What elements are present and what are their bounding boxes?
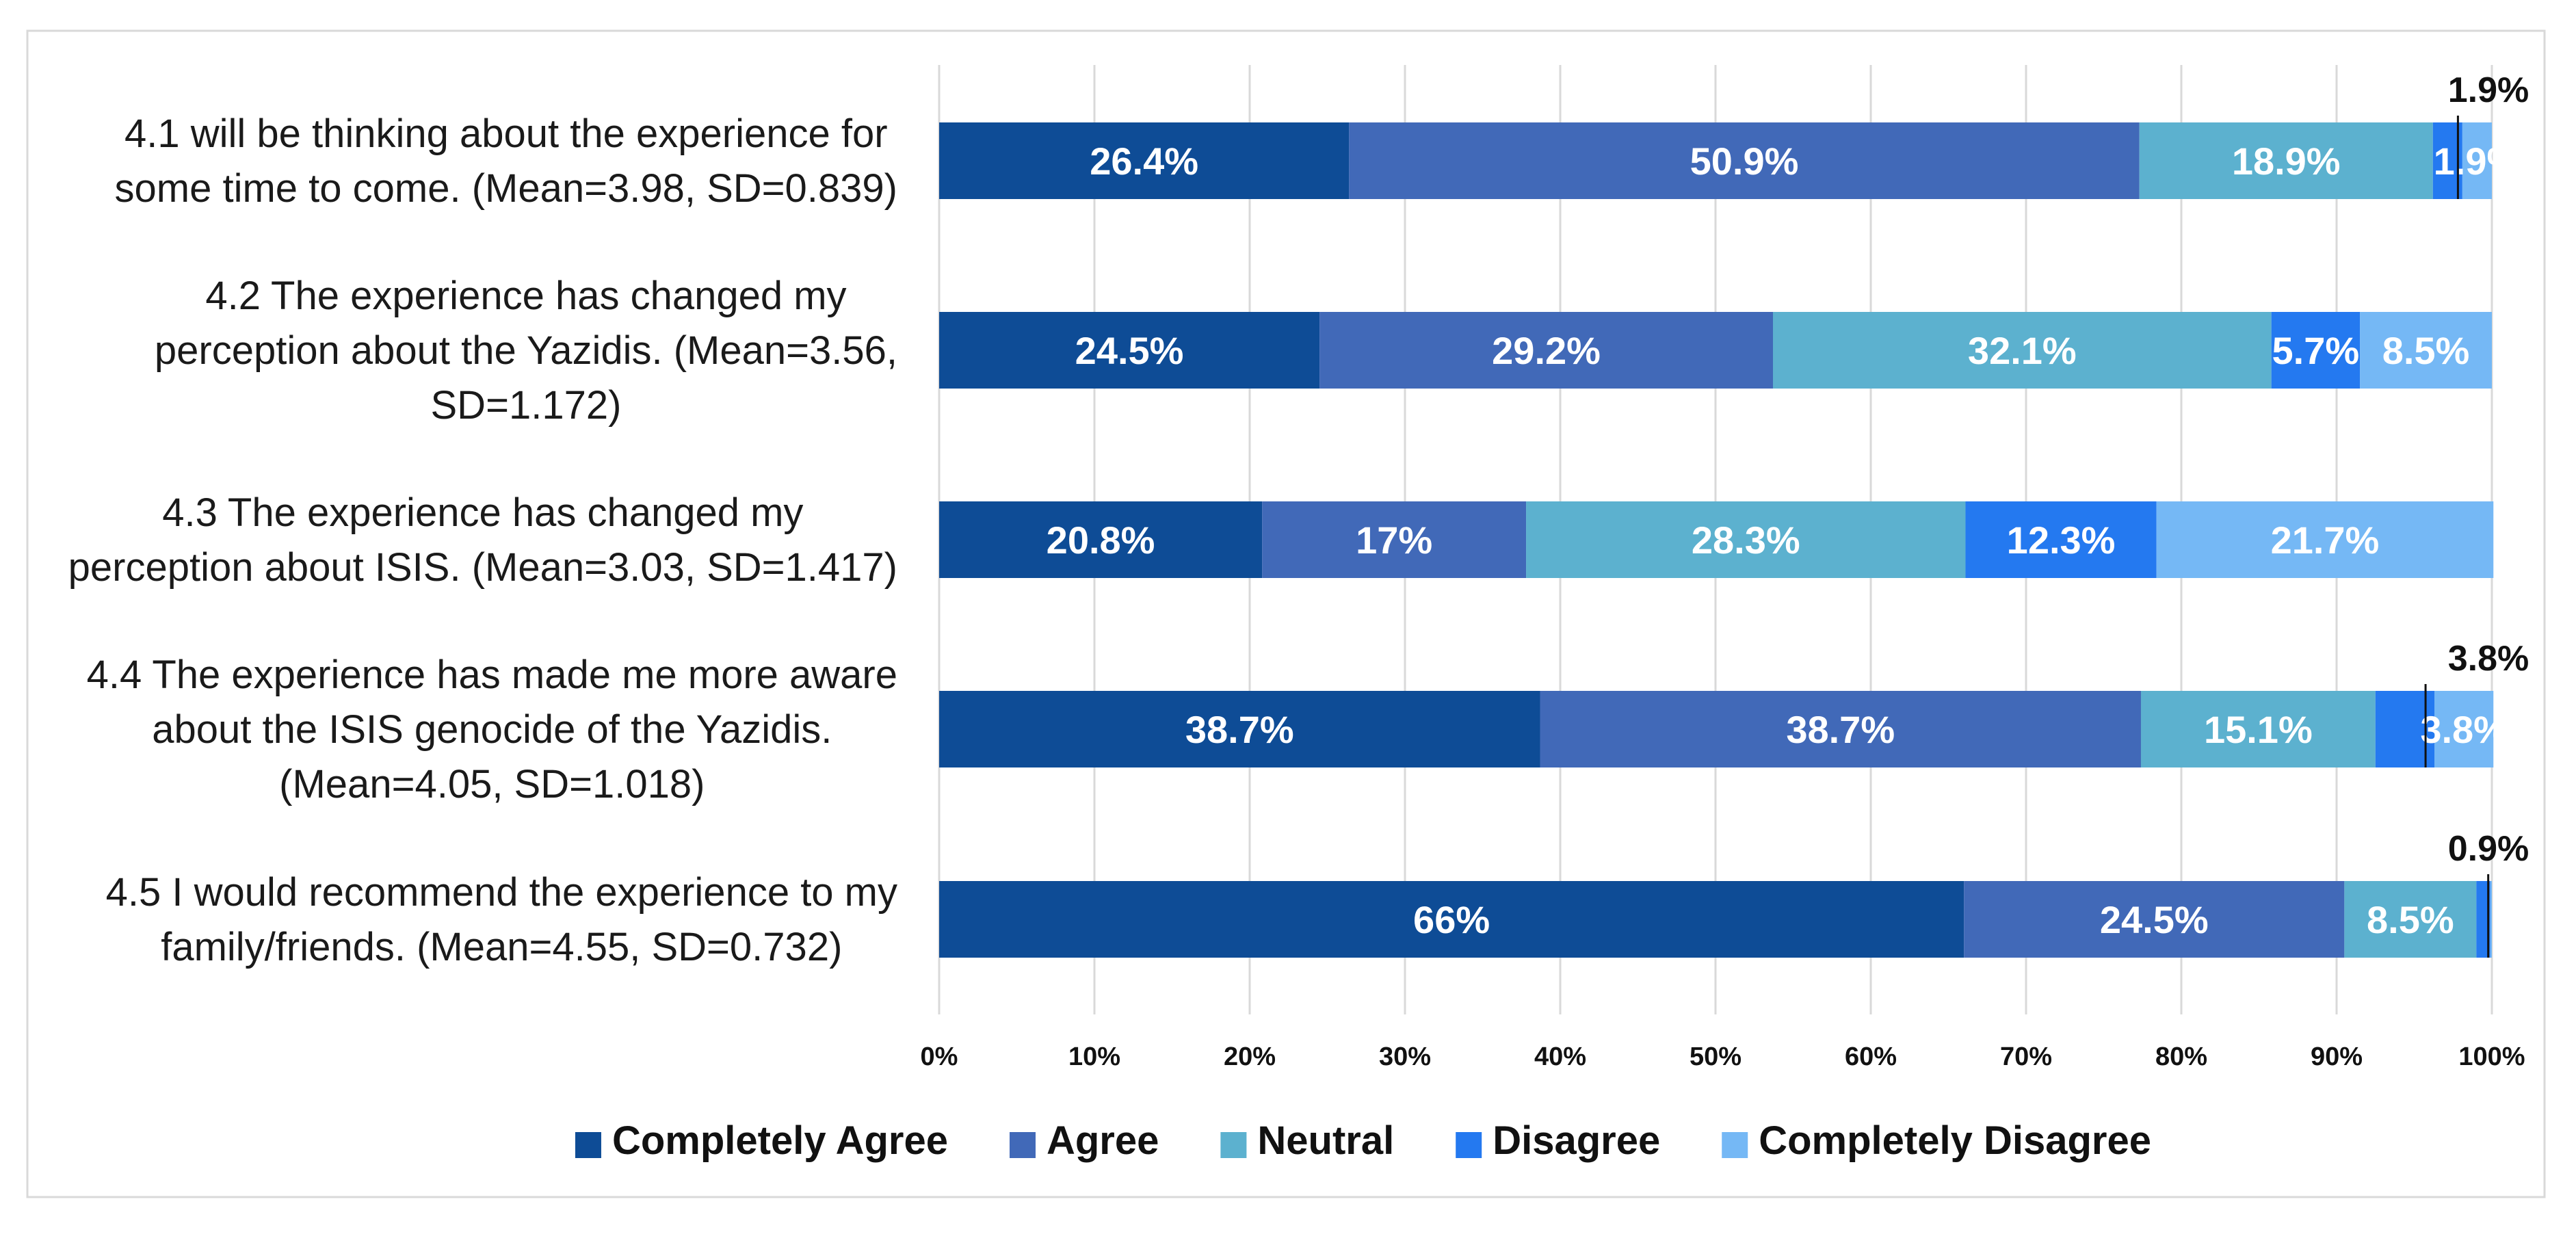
data-label: 24.5% — [1075, 329, 1184, 372]
x-axis-ticks: 0% 10% 20% 30% 40% 50% 60% 70% 80% 90% 100% — [921, 1042, 2525, 1071]
category-label: about the ISIS genocide of the Yazidis. — [152, 707, 832, 752]
data-label: 8.5% — [2382, 329, 2470, 372]
data-label: 17% — [1356, 518, 1432, 562]
bar-segment — [2490, 881, 2492, 958]
bar-segment — [2140, 691, 2376, 767]
legend-label: Neutral — [1257, 1118, 1394, 1163]
category-labels: 4.1 will be thinking about the experienc… — [68, 111, 897, 969]
bar-segment — [1540, 691, 2141, 767]
bar-segment — [2476, 881, 2490, 958]
data-label: 12.3% — [2007, 518, 2116, 562]
data-label: 28.3% — [1692, 518, 1800, 562]
category-label: 4.2 The experience has changed my — [205, 274, 846, 318]
legend-swatch — [1456, 1132, 1482, 1158]
category-label: (Mean=4.05, SD=1.018) — [279, 762, 705, 806]
bar-segment — [2462, 122, 2492, 199]
bar-segment — [1349, 122, 2140, 199]
external-data-label: 1.9% — [2448, 70, 2529, 110]
data-label: 1.9% — [2434, 140, 2521, 183]
bar-segment — [2360, 312, 2492, 389]
x-tick-label: 100% — [2458, 1042, 2525, 1071]
legend-label: Disagree — [1493, 1118, 1660, 1163]
x-tick-label: 70% — [2000, 1042, 2052, 1071]
legend-item: Agree — [1009, 1118, 1159, 1163]
bar-segment — [1319, 312, 1773, 389]
bar-segment — [1772, 312, 2272, 389]
bar-segment — [939, 691, 1540, 767]
bar-segment — [2434, 691, 2494, 767]
data-label: 18.9% — [2232, 140, 2341, 183]
bar-segment — [939, 501, 1263, 578]
category-label: perception about ISIS. (Mean=3.03, SD=1.… — [68, 545, 897, 590]
data-label: 5.7% — [2272, 329, 2360, 372]
x-tick-label: 10% — [1068, 1042, 1120, 1071]
bar-segment — [1262, 501, 1527, 578]
category-label: 4.4 The experience has made me more awar… — [87, 653, 897, 697]
data-label: 15.1% — [2204, 708, 2313, 751]
data-label: 38.7% — [1786, 708, 1895, 751]
data-label: 20.8% — [1047, 518, 1155, 562]
legend-label: Agree — [1047, 1118, 1159, 1163]
x-tick-label: 30% — [1379, 1042, 1431, 1071]
category-label: family/friends. (Mean=4.55, SD=0.732) — [161, 925, 842, 969]
legend-item: Disagree — [1456, 1118, 1660, 1163]
bar-segment — [939, 122, 1350, 199]
chart-frame — [26, 29, 2546, 1198]
x-tick-label: 40% — [1534, 1042, 1586, 1071]
bar-segment — [1965, 501, 2157, 578]
x-tick-label: 20% — [1224, 1042, 1276, 1071]
x-tick-label: 80% — [2155, 1042, 2207, 1071]
category-label: perception about the Yazidis. (Mean=3.56… — [155, 328, 897, 373]
data-label: 50.9% — [1690, 140, 1799, 183]
legend-swatch — [1009, 1132, 1036, 1158]
external-data-label: 3.8% — [2448, 639, 2529, 679]
x-tick-label: 50% — [1690, 1042, 1742, 1071]
x-tick-label: 90% — [2311, 1042, 2363, 1071]
x-tick-label: 0% — [921, 1042, 958, 1071]
legend-item: Completely Agree — [575, 1118, 948, 1163]
data-label: 26.4% — [1090, 140, 1198, 183]
legend-swatch — [575, 1132, 601, 1158]
legend: Completely Agree Agree Neutral Disagree Comp… — [575, 1118, 2151, 1163]
data-label: 38.7% — [1185, 708, 1294, 751]
legend-swatch — [1722, 1132, 1748, 1158]
bar-segment — [2156, 501, 2494, 578]
legend-item: Completely Disagree — [1722, 1118, 2151, 1163]
legend-label: Completely Agree — [612, 1118, 948, 1163]
bar-segment — [2139, 122, 2433, 199]
bar-segment — [939, 312, 1320, 389]
legend-item: Neutral — [1220, 1118, 1394, 1163]
data-label: 66% — [1413, 898, 1490, 941]
data-label: 8.5% — [2367, 898, 2454, 941]
bar-segment — [2271, 312, 2361, 389]
data-label: 29.2% — [1492, 329, 1601, 372]
data-label: 24.5% — [2100, 898, 2209, 941]
bar-segment — [1964, 881, 2345, 958]
external-data-label: 0.9% — [2448, 829, 2529, 869]
x-tick-label: 60% — [1845, 1042, 1897, 1071]
category-label: some time to come. (Mean=3.98, SD=0.839) — [115, 166, 897, 211]
data-label: 3.8% — [2420, 708, 2508, 751]
data-label: 32.1% — [1968, 329, 2077, 372]
category-label: SD=1.172) — [431, 383, 622, 428]
bar-segment — [1526, 501, 1966, 578]
category-label: 4.5 I would recommend the experience to … — [106, 870, 897, 915]
bar-segment — [939, 881, 1964, 958]
data-label: 21.7% — [2271, 518, 2380, 562]
category-label: 4.1 will be thinking about the experienc… — [124, 111, 888, 156]
bar-segment — [2344, 881, 2477, 958]
legend-swatch — [1220, 1132, 1247, 1158]
category-label: 4.3 The experience has changed my — [162, 490, 803, 535]
legend-label: Completely Disagree — [1759, 1118, 2151, 1163]
bars: 26.4% 50.9% 18.9% 1.9% 1.9% 24.5% 29.2% 32.1% 5.… — [939, 70, 2529, 958]
